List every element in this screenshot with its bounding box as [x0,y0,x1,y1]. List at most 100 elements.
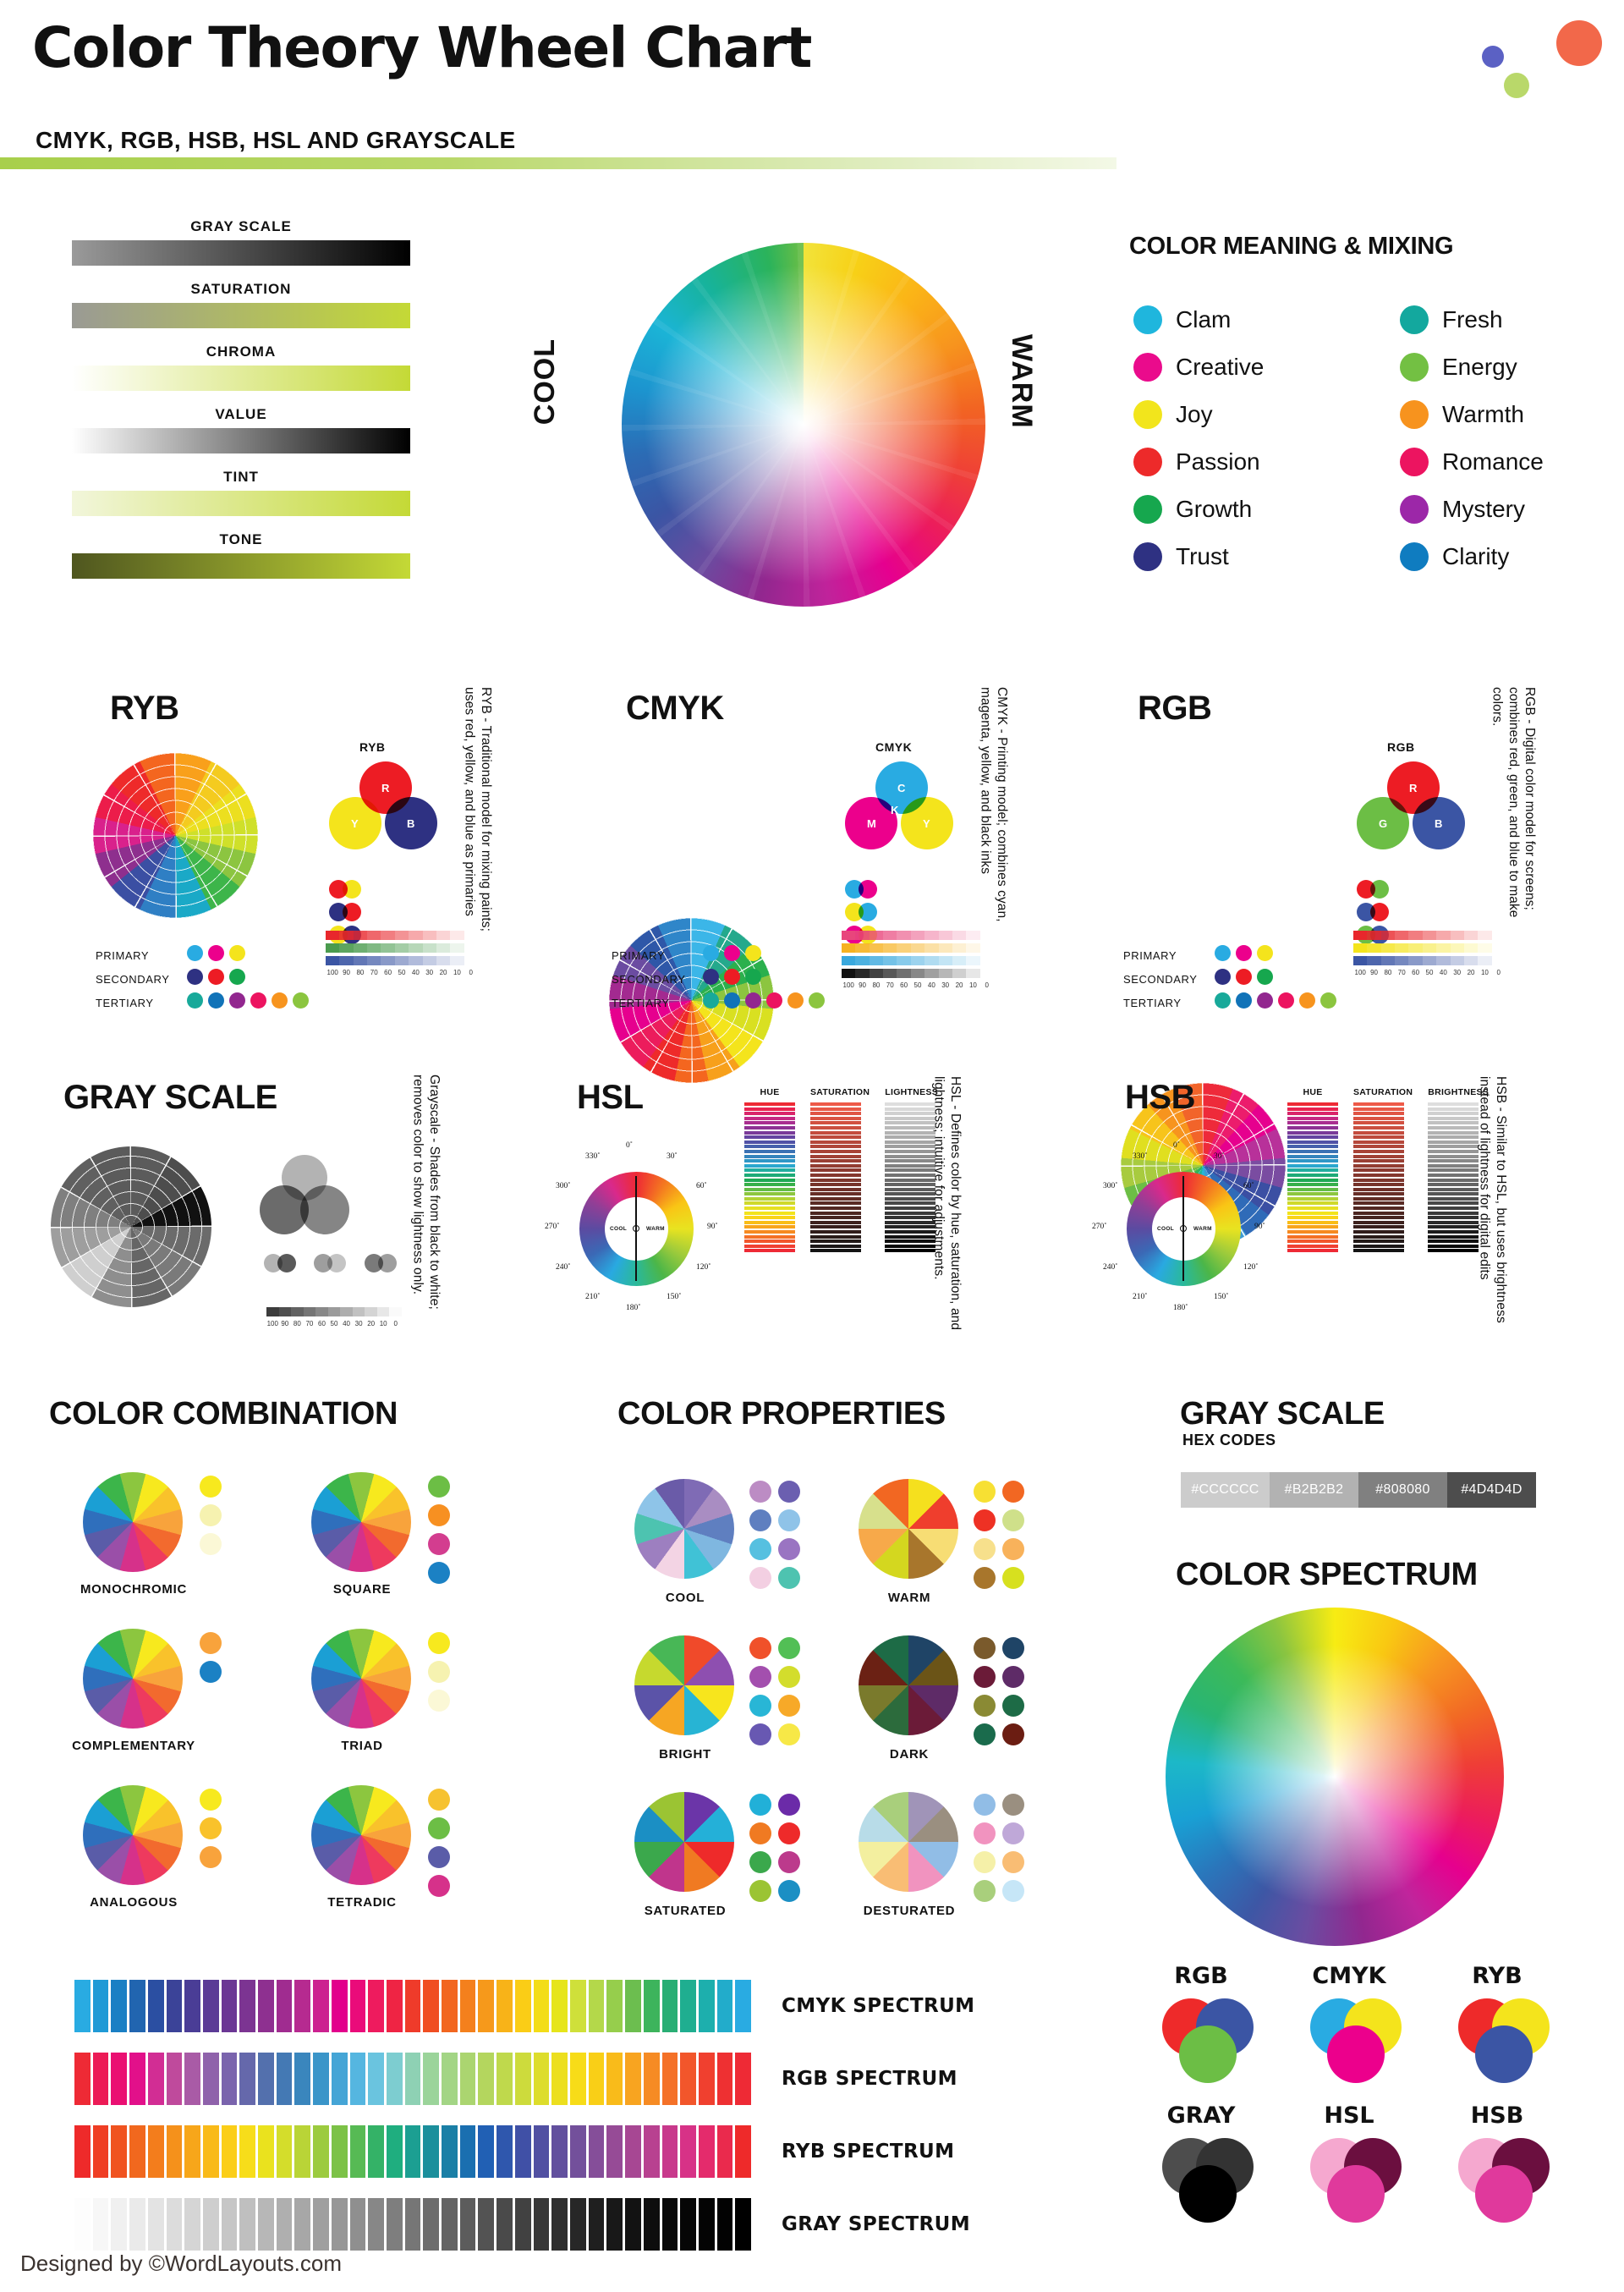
hsb-degree-label: 30˚ [1214,1152,1225,1161]
mini-venn [1357,880,1396,899]
scale-numbers: 100 90 80 70 60 50 40 30 20 10 0 [842,981,990,989]
color-meaning-label: Growth [1176,496,1253,522]
hsb-degree-label: 300˚ [1103,1182,1118,1190]
property-swatch [749,1822,771,1844]
strip-band [1353,1239,1404,1244]
tint-row [266,1307,403,1316]
model-role-row: TERTIARY [612,991,865,1014]
tint-cell [327,1307,341,1316]
grayscale-mini-venns [264,1254,411,1277]
tint-cell [436,956,451,965]
tint-cell [924,943,939,953]
color-meaning-swatch [1400,353,1429,382]
gradient-bar-label: TINT [223,469,259,485]
hsb-degree-label: 210˚ [1133,1293,1148,1301]
tint-cell [1380,931,1396,940]
hsl-degree-label: 240˚ [556,1263,571,1272]
hsl-degree-label: 180˚ [626,1304,641,1312]
model-role-label: SECONDARY [96,972,170,986]
strip-band [1353,1125,1404,1130]
mini-venn [1357,903,1396,921]
tint-row [326,956,478,965]
strip-band [1428,1130,1479,1135]
strip-band [1428,1140,1479,1144]
tint-cell [1436,943,1451,953]
venn-circle [1327,2025,1385,2083]
strip-band [885,1107,936,1111]
strip-band [1353,1196,1404,1201]
strip-band [744,1145,795,1149]
tint-cell [326,956,340,965]
venn-circle [1475,2165,1533,2223]
strip-band [1287,1163,1338,1168]
property-swatch [974,1567,996,1589]
tint-cell [409,956,423,965]
combination-wheel [311,1472,411,1572]
model-role-row: PRIMARY [96,943,349,967]
model-venn-ryb: R Y B [326,761,437,863]
combination-label: SQUARE [332,1582,392,1597]
tint-cell [1450,931,1464,940]
venn-title-cmyk: CMYK [875,740,913,754]
hsl-strips: HUE SATURATION LIGHTNESS [744,1087,938,1254]
strip-band [885,1234,936,1239]
strip-band [885,1121,936,1125]
color-meaning-row: Clam [1133,300,1264,339]
property-label: SATURATED [644,1904,727,1918]
tint-cell [938,956,952,965]
combination-wheel [311,1785,411,1885]
property-swatch [749,1794,771,1816]
strip-band [1428,1135,1479,1140]
role-swatch [1257,945,1273,961]
venn-circle [385,797,437,849]
property-swatch [1002,1695,1024,1717]
role-swatch [703,945,719,961]
model-venn-rgb: R G B [1353,761,1465,863]
tint-cell [910,931,925,940]
venn-letter: B [407,817,415,830]
hsl-strip [810,1102,861,1253]
model-venn-item: CMYK [1290,1963,1429,2094]
model-description-ryb: RYB - Traditional model for mixing paint… [462,687,493,932]
role-swatch [1215,945,1231,961]
combination-swatch [428,1562,450,1584]
combination-swatch [428,1476,450,1498]
venn-letter-k: K [891,804,899,816]
strip-band [744,1173,795,1177]
strip-band [744,1125,795,1130]
model-venn-item: RGB [1142,1963,1281,2094]
hsb-degree-label: 270˚ [1092,1223,1107,1231]
role-swatch [229,992,245,1009]
hex-code-cell: #4D4D4D [1447,1472,1536,1508]
model-roles-cmyk: PRIMARY SECONDARY TERTIARY [612,943,865,1014]
property-swatch [778,1695,800,1717]
strip-band [744,1201,795,1206]
tint-row [842,956,994,965]
combination-label: ANALOGOUS [90,1895,178,1910]
property-swatch [749,1538,771,1560]
strip-band [1353,1220,1404,1224]
property-swatch [778,1666,800,1688]
strip-band [1428,1121,1479,1125]
strip-band [885,1112,936,1116]
spectrum-row: GRAY SPECTRUM [74,2198,974,2251]
model-tint-scale: 100 90 80 70 60 50 40 30 20 10 0 [326,931,478,976]
strip-band [885,1116,936,1120]
strip-band [810,1183,861,1187]
model-wheel-ryb [93,753,258,918]
hsb-degree-label: 180˚ [1173,1304,1188,1312]
model-venn-item: GRAY [1142,2102,1281,2234]
strip-band [1287,1249,1338,1253]
tint-cell [1408,943,1423,953]
combination-swatch [428,1846,450,1868]
model-role-label: TERTIARY [612,996,670,1009]
model-role-label: TERTIARY [1123,996,1182,1009]
strip-band [744,1216,795,1220]
strip-band [744,1230,795,1234]
combination-label: TRIAD [341,1739,383,1753]
hsl-strip-title: LIGHTNESS [885,1087,939,1097]
strip-band [1353,1116,1404,1120]
tint-cell [897,956,911,965]
tint-cell [436,931,451,940]
strip-band [1428,1239,1479,1244]
